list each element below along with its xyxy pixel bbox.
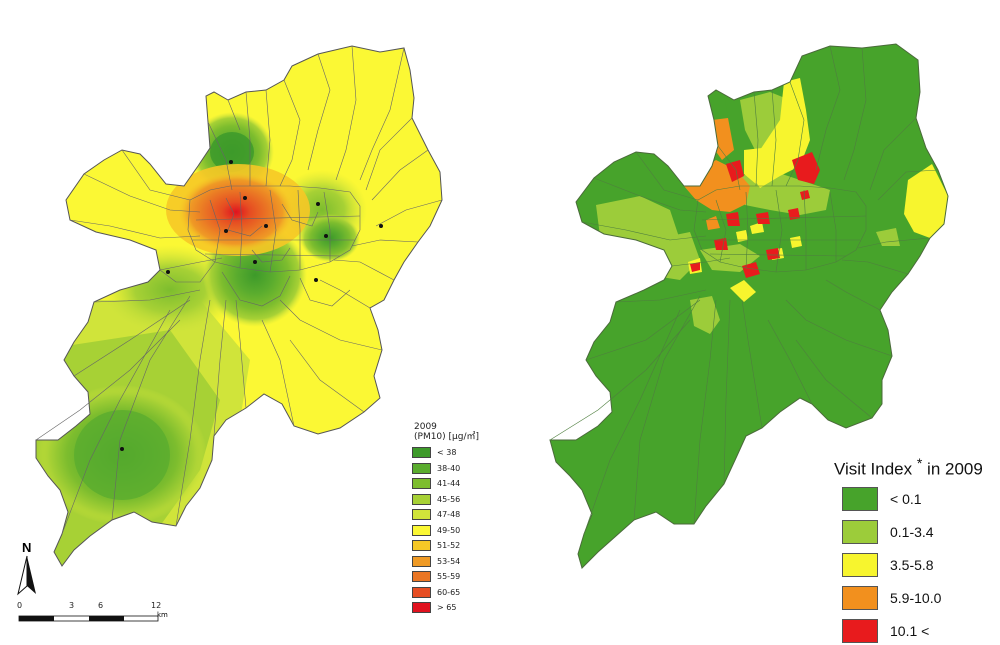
- pm10-legend-item: 45-56: [409, 492, 499, 508]
- pm10-legend-label: 41-44: [437, 479, 461, 489]
- visit-index-legend-item: 10.1 <: [832, 617, 1000, 645]
- pm10-legend-swatch: [412, 555, 431, 567]
- pm10-legend-item: 55-59: [409, 569, 499, 585]
- visit-index-legend-item: 0.1-3.4: [832, 518, 1000, 546]
- visit-index-legend-swatch: [842, 585, 878, 610]
- visit-index-legend-swatch: [842, 552, 878, 577]
- pm10-legend-label: 53-54: [437, 556, 461, 566]
- pm10-legend-label: 51-52: [437, 541, 461, 551]
- scale-tick-0: 0: [17, 601, 23, 610]
- pm10-legend: 2009 (PM10) [μg/㎥] < 38 38-40 41-44 45-56 47…: [409, 422, 499, 616]
- visit-index-legend-item: 5.9-10.0: [832, 584, 1000, 612]
- north-arrow: N: [12, 540, 42, 600]
- pm10-legend-swatch: [412, 509, 431, 521]
- scale-unit: km: [157, 611, 168, 619]
- pm10-legend-swatch: [412, 602, 431, 614]
- north-label: N: [22, 540, 32, 555]
- pm10-legend-swatch: [412, 462, 431, 474]
- pm10-legend-item: 47-48: [409, 507, 499, 523]
- scale-tick-12: 12: [151, 601, 162, 610]
- pm10-legend-label: 60-65: [437, 587, 461, 597]
- pm10-legend-label: 38-40: [437, 463, 461, 473]
- north-arrow-icon: [17, 555, 36, 596]
- scale-tick-6: 6: [98, 601, 104, 610]
- pm10-legend-item: > 65: [409, 600, 499, 616]
- pm10-legend-year: 2009: [414, 422, 437, 432]
- visit-index-legend-label: 10.1 <: [890, 622, 930, 639]
- pm10-legend-swatch: [412, 524, 431, 536]
- visit-index-legend-swatch: [842, 519, 878, 544]
- visit-index-legend-item: < 0.1: [832, 485, 1000, 513]
- pm10-legend-item: 60-65: [409, 585, 499, 601]
- visit-index-legend-title: Visit Index * in 2009: [834, 455, 983, 479]
- pm10-legend-swatch: [412, 447, 431, 459]
- pm10-legend-label: > 65: [437, 603, 457, 613]
- visit-index-legend: Visit Index * in 2009 < 0.1 0.1-3.4 3.5-5.…: [832, 455, 1000, 645]
- pm10-legend-item: 49-50: [409, 523, 499, 539]
- pm10-legend-item: 51-52: [409, 538, 499, 554]
- pm10-legend-item: 53-54: [409, 554, 499, 570]
- pm10-legend-label: 55-59: [437, 572, 461, 582]
- pm10-legend-unit: (PM10) [μg/㎥]: [414, 432, 480, 442]
- district-boundaries-right: [549, 45, 939, 535]
- pm10-legend-swatch: [412, 478, 431, 490]
- pm10-legend-swatch: [412, 493, 431, 505]
- monitoring-stations: [120, 160, 383, 451]
- visit-index-legend-swatch: [842, 486, 878, 511]
- pm10-legend-item: 38-40: [409, 461, 499, 477]
- pm10-legend-swatch: [412, 540, 431, 552]
- visit-index-legend-item: 3.5-5.8: [832, 551, 1000, 579]
- pm10-legend-label: 45-56: [437, 494, 461, 504]
- pm10-legend-swatch: [412, 571, 431, 583]
- scale-tick-3: 3: [69, 601, 75, 610]
- pm10-legend-label: 49-50: [437, 525, 461, 535]
- pm10-legend-item: 41-44: [409, 476, 499, 492]
- scale-bar-graphic: [18, 615, 159, 622]
- visit-index-legend-label: < 0.1: [890, 490, 922, 507]
- scale-bar: 0 3 6 12 km: [14, 601, 184, 629]
- visit-index-legend-swatch: [842, 618, 878, 643]
- pm10-legend-item: < 38: [409, 445, 499, 461]
- pm10-legend-swatch: [412, 586, 431, 598]
- visit-index-legend-label: 5.9-10.0: [890, 589, 942, 606]
- pm10-legend-label: < 38: [437, 448, 457, 458]
- pm10-legend-label: 47-48: [437, 510, 461, 520]
- visit-index-legend-label: 0.1-3.4: [890, 523, 934, 540]
- district-boundaries-left: [35, 45, 443, 535]
- visit-index-legend-label: 3.5-5.8: [890, 556, 934, 573]
